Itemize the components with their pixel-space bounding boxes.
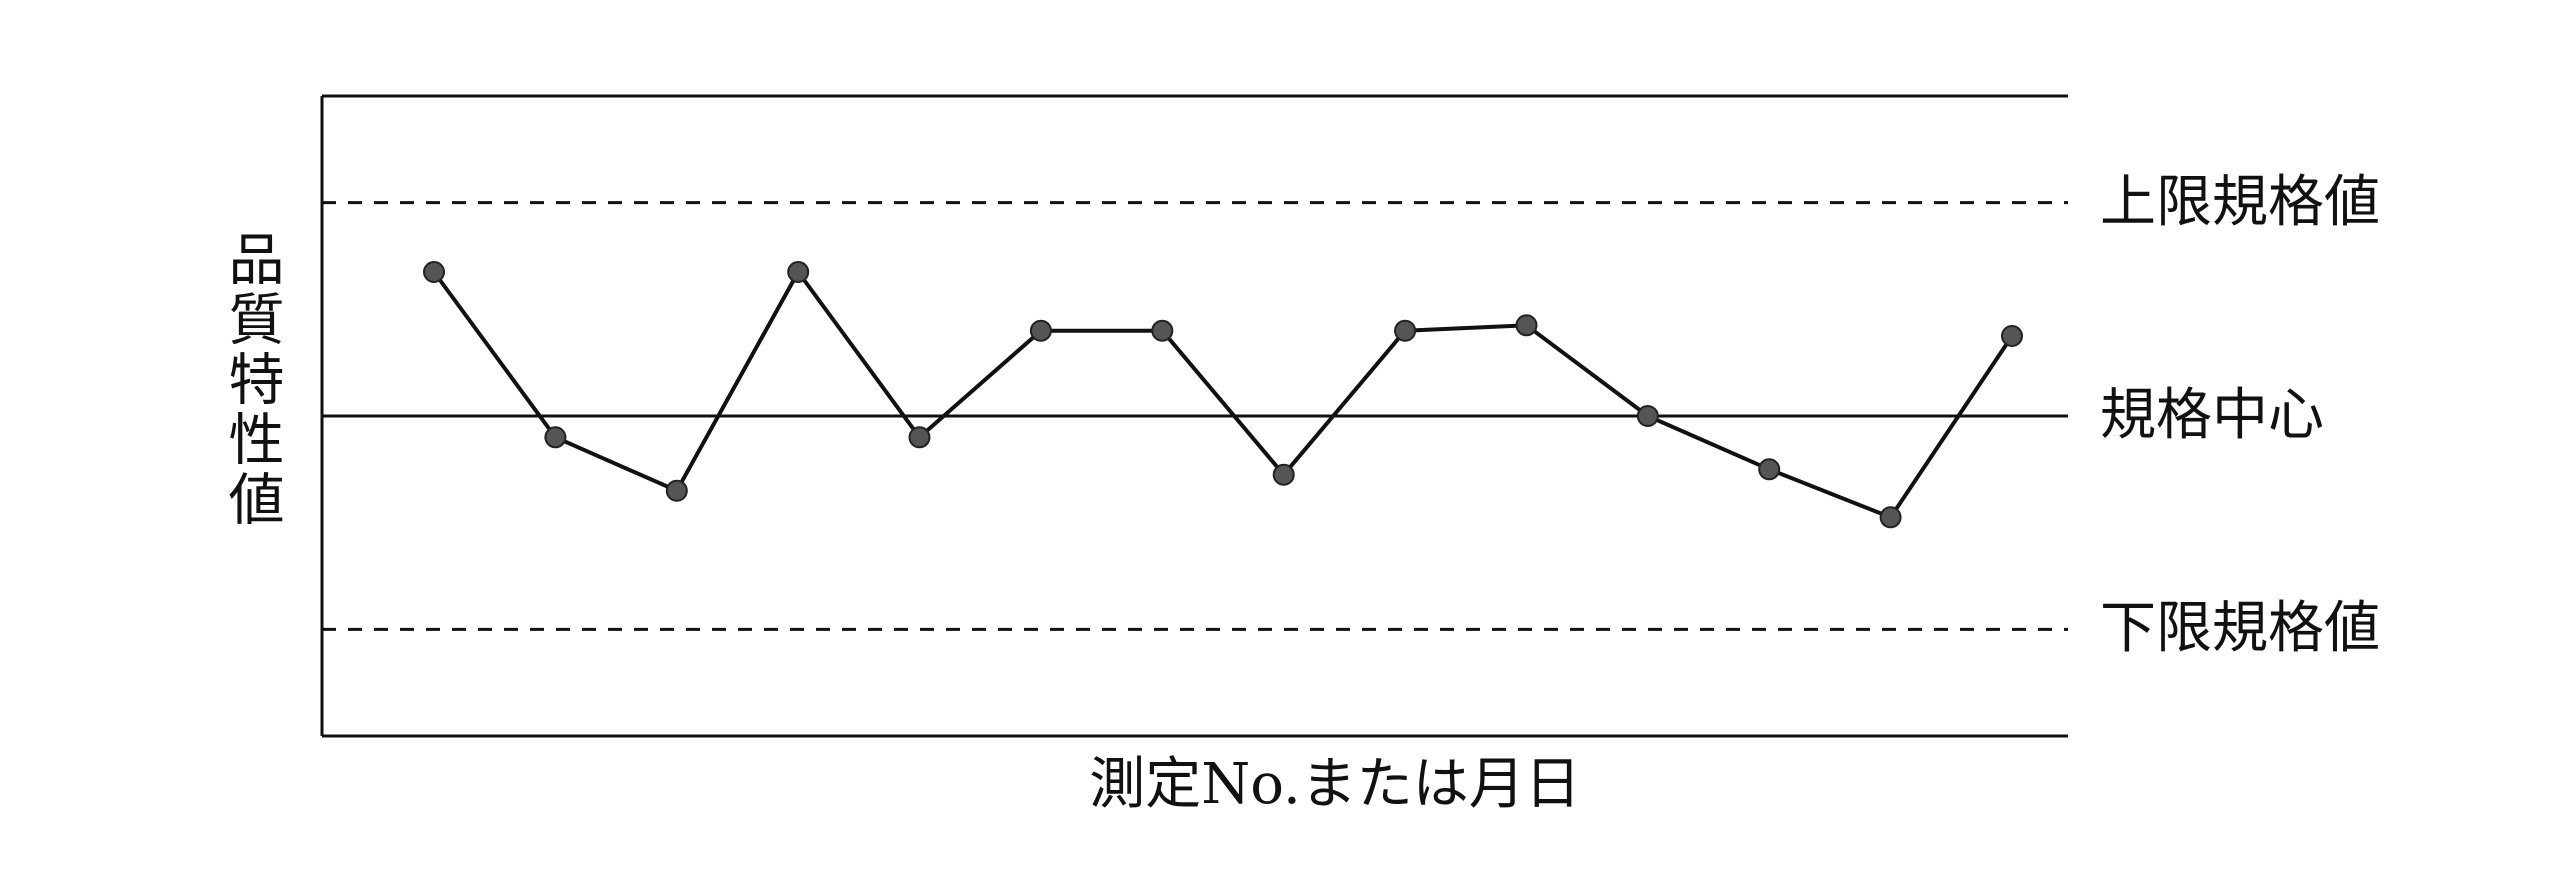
data-point-11 (1636, 405, 1659, 427)
data-point-2 (544, 426, 567, 449)
data-point-10 (1515, 314, 1538, 337)
lower-spec-limit-label: 下限規格値 (2100, 596, 2380, 662)
data-point-12 (1758, 458, 1781, 481)
data-point-6 (1029, 319, 1052, 342)
data-point-9 (1394, 319, 1417, 342)
data-point-8 (1272, 463, 1295, 486)
data-point-1 (423, 261, 445, 283)
data-point-4 (787, 261, 810, 283)
series-line (432, 270, 2014, 520)
data-point-7 (1151, 319, 1174, 342)
data-point-13 (1879, 506, 1902, 529)
spec-center-label: 規格中心 (2100, 383, 2324, 448)
upper-spec-limit-label: 上限規格値 (2100, 169, 2380, 235)
data-point-14 (2001, 325, 2023, 347)
y-axis-label: 品質特性値 (219, 230, 284, 530)
data-point-3 (665, 479, 688, 502)
data-point-5 (908, 426, 931, 449)
x-axis-label: 測定No.または月日 (1089, 752, 1581, 817)
